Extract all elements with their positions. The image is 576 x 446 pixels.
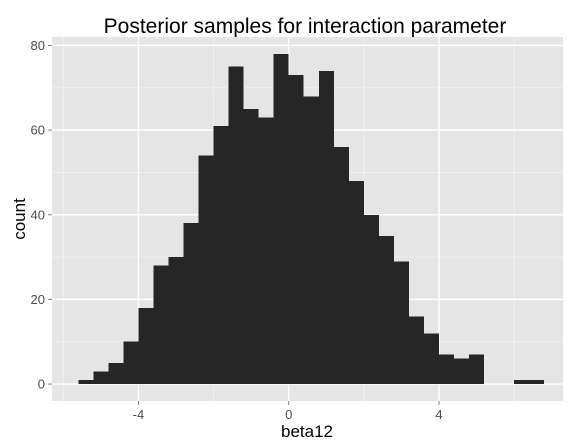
y-tick-label: 80 bbox=[31, 38, 45, 53]
x-axis-ticks: -4 0 4 bbox=[133, 401, 443, 422]
histogram-bar bbox=[228, 66, 244, 385]
histogram-bar bbox=[168, 257, 184, 385]
histogram-bar bbox=[108, 362, 124, 385]
histogram-bar bbox=[78, 379, 94, 385]
histogram-bar bbox=[138, 307, 154, 385]
histogram-bar bbox=[378, 235, 394, 385]
x-tick-label: 4 bbox=[435, 407, 442, 422]
chart-title: Posterior samples for interaction parame… bbox=[104, 15, 507, 38]
histogram-bar bbox=[514, 379, 530, 385]
histogram-bar bbox=[454, 358, 470, 385]
y-tick-label: 60 bbox=[31, 123, 45, 138]
histogram-bar bbox=[153, 265, 169, 385]
histogram-bar bbox=[303, 96, 319, 385]
histogram-bar bbox=[198, 155, 214, 385]
histogram-bar bbox=[529, 379, 545, 385]
y-axis-ticks: 0 20 40 60 80 bbox=[31, 38, 52, 392]
x-tick-label: 0 bbox=[285, 407, 292, 422]
histogram-bar bbox=[333, 147, 349, 385]
histogram-bar bbox=[183, 223, 199, 385]
histogram-bar bbox=[123, 341, 139, 385]
histogram-bar bbox=[348, 180, 364, 385]
histogram-bar bbox=[258, 117, 274, 385]
histogram-bar bbox=[318, 70, 334, 385]
histogram-bar bbox=[469, 354, 485, 385]
x-axis-title: beta12 bbox=[281, 422, 333, 441]
histogram-bar bbox=[288, 75, 304, 385]
y-tick-label: 0 bbox=[38, 377, 45, 392]
x-tick-label: -4 bbox=[133, 407, 145, 422]
y-tick-label: 40 bbox=[31, 207, 45, 222]
histogram-bars bbox=[78, 53, 545, 385]
histogram-bar bbox=[93, 371, 109, 385]
histogram-bar bbox=[243, 108, 259, 385]
histogram-bar bbox=[423, 333, 440, 385]
histogram-bar bbox=[273, 53, 289, 385]
y-tick-label: 20 bbox=[31, 292, 45, 307]
histogram-bar bbox=[213, 125, 229, 385]
histogram-bar bbox=[408, 316, 424, 385]
histogram-bar bbox=[393, 261, 409, 385]
y-axis-title: count bbox=[10, 198, 29, 240]
histogram-bar bbox=[439, 354, 455, 385]
histogram-bar bbox=[363, 214, 379, 385]
